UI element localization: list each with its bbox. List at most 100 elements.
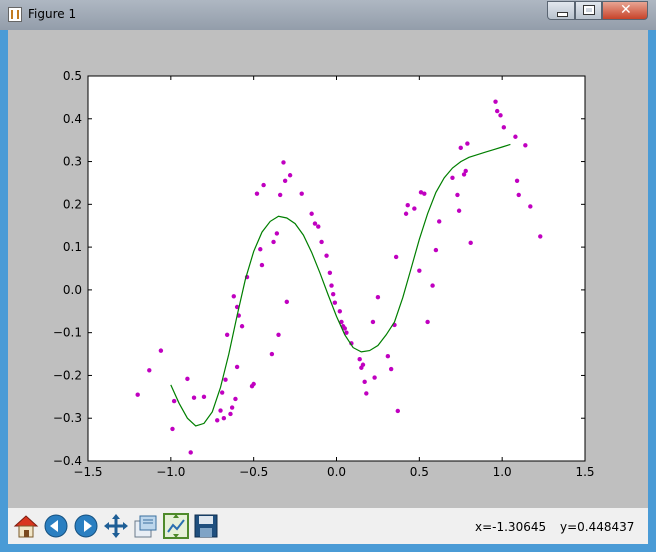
scatter-point <box>339 319 344 325</box>
minimize-button[interactable] <box>547 1 575 20</box>
scatter-point <box>276 332 281 338</box>
scatter-point <box>332 300 338 305</box>
home-button[interactable] <box>12 512 40 540</box>
scatter-point <box>375 294 381 300</box>
scatter-point <box>538 234 543 239</box>
scatter-point <box>274 231 280 236</box>
scatter-point <box>393 254 399 260</box>
scatter-point <box>228 411 233 417</box>
scatter-point <box>418 190 424 195</box>
scatter-point <box>171 398 177 404</box>
scatter-point <box>362 379 367 385</box>
zoom-button[interactable] <box>132 512 160 540</box>
scatter-point <box>258 247 263 252</box>
scatter-point <box>461 172 467 177</box>
pan-button[interactable] <box>102 512 130 540</box>
scatter-point <box>433 247 439 253</box>
scatter-point <box>430 283 435 288</box>
x-coordinate-readout: x=-1.30645 <box>475 520 547 534</box>
configure-subplots-icon <box>163 513 189 539</box>
scatter-point <box>223 377 228 382</box>
scatter-point <box>405 202 410 208</box>
scatter-point <box>372 375 377 380</box>
y-tick-label: 0.0 <box>63 283 82 297</box>
x-tick-label: −1.0 <box>156 465 185 479</box>
figure-client: −1.5 −1.0 −0.5 0.0 0.5 1.0 1.5 −0.4 −0.3 −0.2 −0.1… <box>8 30 648 544</box>
scatter-point <box>277 192 283 198</box>
scatter-point <box>385 353 391 359</box>
scatter-point <box>282 178 288 184</box>
scatter-point <box>287 173 293 178</box>
save-icon <box>194 514 218 538</box>
navigation-toolbar: x=-1.30645 y=0.448437 <box>8 508 648 544</box>
scatter-point <box>360 362 366 367</box>
scatter-point <box>191 395 197 400</box>
scatter-point <box>201 394 207 400</box>
y-tick-label: −0.4 <box>53 454 82 468</box>
maximize-button[interactable] <box>575 1 602 20</box>
y-tick-label: 0.4 <box>63 112 82 126</box>
scatter-point <box>327 270 333 275</box>
back-button[interactable] <box>42 512 70 540</box>
scatter-point <box>309 211 314 216</box>
window-title: Figure 1 <box>28 7 77 21</box>
scatter-point <box>501 125 507 130</box>
scatter-point <box>370 319 376 325</box>
scatter-point <box>455 192 460 198</box>
home-icon <box>13 515 39 538</box>
x-tick-label: −0.5 <box>239 465 268 479</box>
scatter-point <box>513 134 518 139</box>
y-tick-label: 0.1 <box>63 240 82 254</box>
x-tick-label: 0.5 <box>410 465 429 479</box>
scatter-point <box>498 113 503 118</box>
scatter-point <box>528 204 533 209</box>
axes-background <box>88 76 585 461</box>
zoom-icon <box>134 515 157 538</box>
forward-button[interactable] <box>72 512 100 540</box>
scatter-point <box>284 299 289 305</box>
scatter-point <box>221 416 227 421</box>
scatter-point <box>494 108 500 114</box>
scatter-point <box>135 392 140 397</box>
scatter-point <box>403 211 409 216</box>
pan-icon <box>104 514 128 538</box>
scatter-point <box>259 262 265 268</box>
scatter-point <box>324 253 329 258</box>
figure-canvas[interactable]: −1.5 −1.0 −0.5 0.0 0.5 1.0 1.5 −0.4 −0.3 −0.2 −0.1… <box>8 30 648 508</box>
scatter-point <box>234 364 240 370</box>
scatter-point <box>271 239 276 245</box>
scatter-point <box>450 175 455 181</box>
fit-curve-line <box>170 143 511 427</box>
x-tick-label: 1.5 <box>575 465 594 479</box>
scatter-point <box>330 291 336 297</box>
scatter-point <box>437 219 442 224</box>
maximize-icon <box>583 5 595 15</box>
scatter-point <box>316 224 321 229</box>
scatter-point <box>388 366 394 372</box>
scatter-point <box>516 192 521 198</box>
scatter-points <box>135 99 543 455</box>
title-bar[interactable]: Figure 1 ✕ <box>0 0 656 30</box>
save-button[interactable] <box>192 512 220 540</box>
scatter-point <box>465 141 470 146</box>
scatter-point <box>229 405 235 410</box>
scatter-point <box>412 206 417 211</box>
scatter-point <box>188 450 193 455</box>
scatter-point <box>218 408 223 413</box>
scatter-point <box>458 145 463 151</box>
scatter-point <box>357 356 362 362</box>
scatter-point <box>239 324 245 329</box>
close-button[interactable]: ✕ <box>602 1 648 20</box>
configure-subplots-button[interactable] <box>162 512 190 540</box>
y-coordinate-readout: y=0.448437 <box>560 520 635 534</box>
scatter-point <box>233 396 238 402</box>
scatter-point <box>261 182 266 188</box>
plot-svg: −1.5 −1.0 −0.5 0.0 0.5 1.0 1.5 −0.4 −0.3 −0.2 −0.1… <box>53 69 595 479</box>
x-tick-label: 0.0 <box>327 465 346 479</box>
back-icon <box>44 514 68 538</box>
scatter-point <box>395 408 400 414</box>
scatter-point <box>493 99 498 104</box>
x-tick-label: −1.5 <box>73 465 102 479</box>
scatter-point <box>514 178 520 184</box>
